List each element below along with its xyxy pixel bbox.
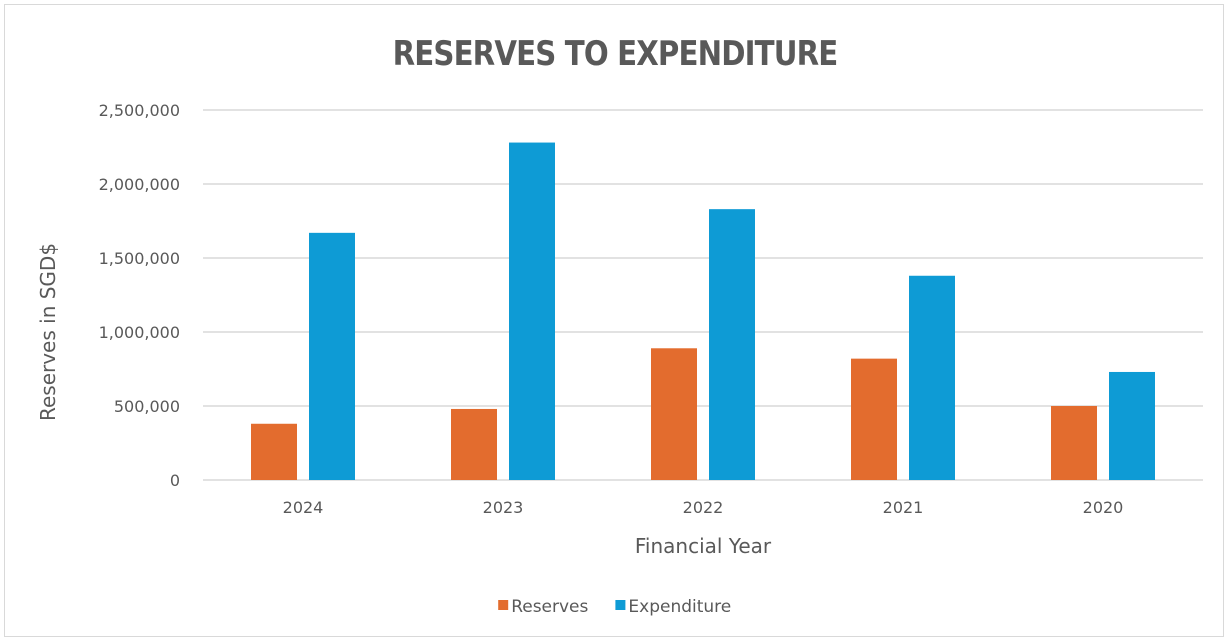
y-tick-label: 1,000,000 [99, 323, 180, 342]
bar-expenditure-2020 [1109, 371, 1155, 480]
x-tick-label: 2022 [683, 498, 724, 517]
bar-expenditure-2022 [709, 209, 755, 480]
y-tick-label: 1,500,000 [99, 249, 180, 268]
y-axis-title: Reserves in SGD$ [36, 243, 60, 421]
legend-label-reserves: Reserves [511, 597, 588, 617]
legend-swatch-expenditure [615, 600, 626, 610]
bar-reserves-2023 [451, 408, 497, 480]
x-tick-label: 2024 [283, 498, 324, 517]
bar-reserves-2022 [651, 348, 697, 480]
bar-expenditure-2024 [309, 232, 355, 480]
bar-reserves-2021 [851, 358, 897, 480]
legend-swatch-reserves [498, 600, 509, 610]
x-tick-label: 2021 [883, 498, 924, 517]
x-tick-label: 2023 [483, 498, 524, 517]
legend-label-expenditure: Expenditure [628, 597, 731, 617]
y-tick-label: 500,000 [114, 397, 180, 416]
bar-reserves-2020 [1051, 406, 1097, 480]
bar-expenditure-2023 [509, 142, 555, 480]
y-tick-label: 2,000,000 [99, 175, 180, 194]
x-tick-label: 2020 [1083, 498, 1124, 517]
y-tick-label: 0 [170, 471, 180, 490]
x-axis-title: Financial Year [635, 534, 772, 558]
y-tick-label: 2,500,000 [99, 101, 180, 120]
bar-reserves-2024 [251, 423, 297, 480]
bar-expenditure-2021 [909, 275, 955, 480]
chart-title: RESERVES TO EXPENDITURE [392, 34, 839, 74]
